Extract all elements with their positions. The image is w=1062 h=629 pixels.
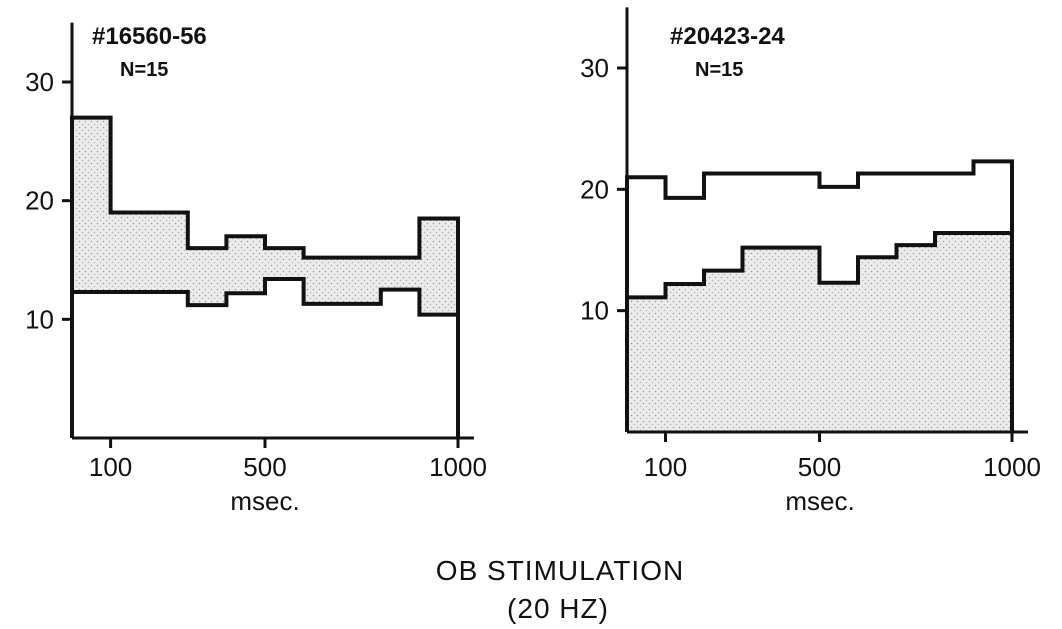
- y-tick-label: 20: [25, 186, 54, 216]
- y-tick-label: 30: [25, 67, 54, 97]
- caption-stimulation: OB STIMULATION: [436, 555, 684, 586]
- y-tick-label: 10: [25, 304, 54, 334]
- x-tick-label: 100: [644, 452, 687, 482]
- x-tick-label: 100: [89, 452, 132, 482]
- panel-n-label: N=15: [695, 59, 743, 81]
- panel-id-label: #16560-56: [92, 23, 207, 50]
- x-tick-label: 1000: [983, 452, 1041, 482]
- y-tick-label: 30: [580, 53, 609, 83]
- x-tick-label: 500: [798, 452, 841, 482]
- x-axis-unit-label: msec.: [785, 486, 854, 516]
- caption-frequency: (20 HZ): [507, 593, 609, 624]
- shaded-area: [627, 233, 1012, 432]
- panel-id-label: #20423-24: [670, 23, 785, 50]
- lower-histogram-line: [72, 276, 458, 317]
- y-tick-label: 20: [580, 174, 609, 204]
- histogram-panel-left: 10 20 30 100 500 1000 #16560-56 N=15 msec.: [25, 22, 487, 516]
- y-tick-label: 10: [580, 296, 609, 326]
- upper-histogram-line: [625, 159, 1014, 432]
- histogram-panel-right: 10 20 30 100 500 1000 #20423-24 N=15 msec.: [580, 7, 1041, 516]
- x-tick-label: 1000: [429, 452, 487, 482]
- x-tick-label: 500: [243, 452, 286, 482]
- lower-histogram-line: [627, 231, 1012, 300]
- x-axis-unit-label: msec.: [230, 486, 299, 516]
- panel-n-label: N=15: [120, 59, 168, 81]
- upper-histogram-line: [70, 115, 460, 438]
- shaded-area: [72, 117, 458, 315]
